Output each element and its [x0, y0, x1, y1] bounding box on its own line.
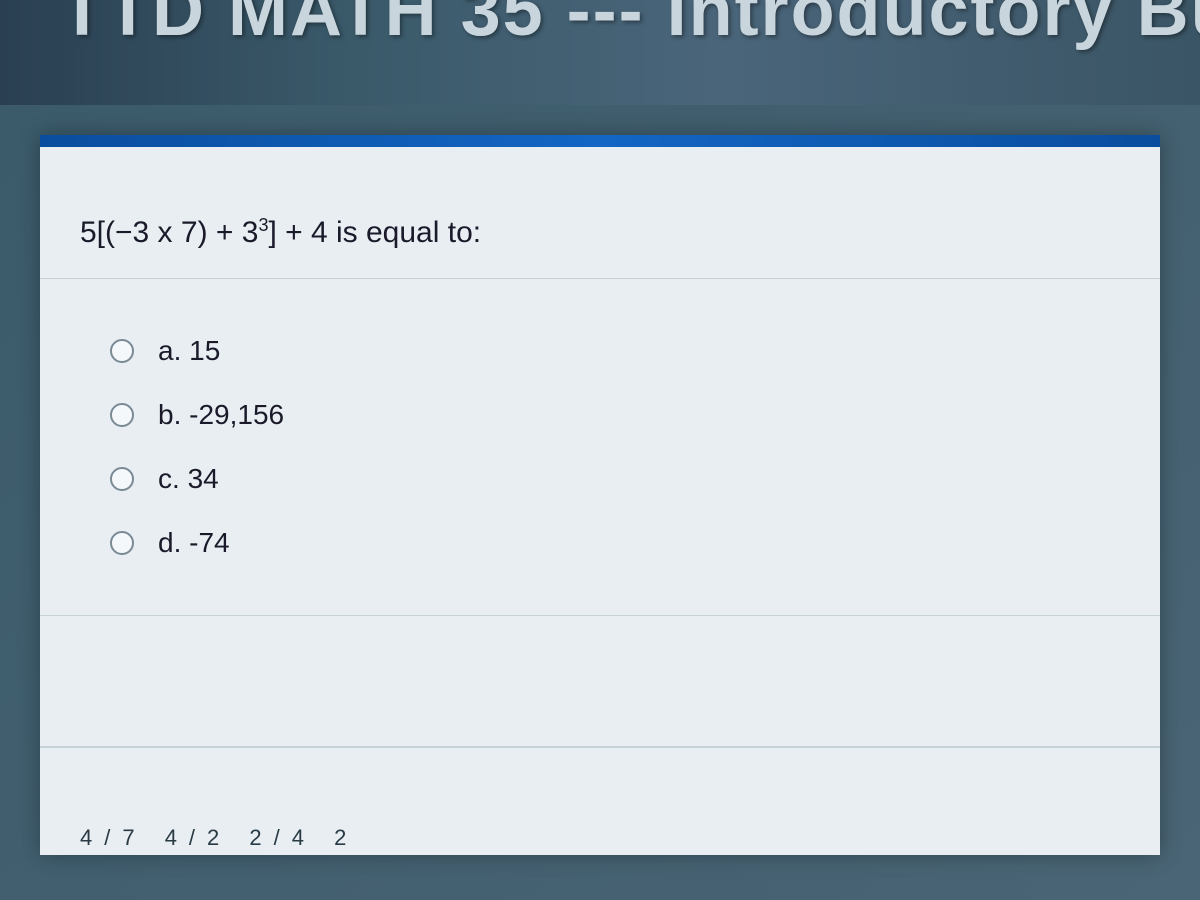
option-text: -74	[189, 527, 229, 559]
radio-icon[interactable]	[110, 403, 134, 427]
option-text: 15	[189, 335, 220, 367]
page-indicator: 4/7 4/2 2/4 2	[80, 825, 358, 851]
separator-line	[40, 746, 1160, 748]
option-b[interactable]: b. -29,156	[110, 383, 1090, 447]
option-letter: a.	[158, 335, 181, 367]
option-text: -29,156	[189, 399, 284, 431]
question-prefix: 5[(−3 x 7) + 3	[80, 216, 258, 249]
option-c[interactable]: c. 34	[110, 447, 1090, 511]
option-a[interactable]: a. 15	[110, 319, 1090, 383]
quiz-panel: 5[(−3 x 7) + 33] + 4 is equal to: a. 15 …	[40, 135, 1160, 855]
radio-icon[interactable]	[110, 339, 134, 363]
panel-accent-bar	[40, 135, 1160, 147]
question-text: 5[(−3 x 7) + 33] + 4 is equal to:	[40, 187, 1160, 279]
options-block: a. 15 b. -29,156 c. 34 d. -74	[40, 279, 1160, 616]
question-exponent: 3	[258, 215, 268, 235]
course-header-band: TTD MATH 35 --- Introductory Bus	[0, 0, 1200, 105]
option-letter: c.	[158, 463, 180, 495]
question-suffix: ] + 4 is equal to:	[268, 216, 481, 249]
option-d[interactable]: d. -74	[110, 511, 1090, 575]
option-text: 34	[188, 463, 219, 495]
option-letter: d.	[158, 527, 181, 559]
radio-icon[interactable]	[110, 531, 134, 555]
option-letter: b.	[158, 399, 181, 431]
course-title: TTD MATH 35 --- Introductory Bus	[60, 0, 1200, 52]
radio-icon[interactable]	[110, 467, 134, 491]
